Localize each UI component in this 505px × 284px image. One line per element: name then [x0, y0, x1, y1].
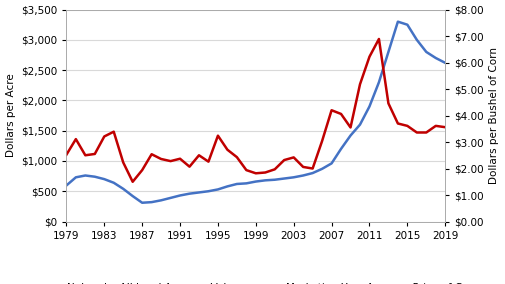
Nebraska All Land Average Value: [73, 176, 79, 179]
Nebraska All Land Average Value: [329, 162, 335, 165]
Marketing Year Average Price of Corn: [433, 124, 439, 128]
Marketing Year Average Price of Corn: [224, 148, 230, 151]
Nebraska All Land Average Value: [262, 179, 268, 182]
Line: Marketing Year Average Price of Corn: Marketing Year Average Price of Corn: [66, 39, 445, 182]
Nebraska All Land Average Value: [319, 167, 325, 170]
Nebraska All Land Average Value: [272, 178, 278, 181]
Nebraska All Land Average Value: [423, 50, 429, 54]
Marketing Year Average Price of Corn: [158, 157, 164, 161]
Marketing Year Average Price of Corn: [139, 168, 145, 172]
Marketing Year Average Price of Corn: [405, 124, 411, 128]
Nebraska All Land Average Value: [82, 174, 88, 177]
Marketing Year Average Price of Corn: [272, 168, 278, 171]
Marketing Year Average Price of Corn: [101, 135, 107, 138]
Nebraska All Land Average Value: [206, 189, 212, 193]
Marketing Year Average Price of Corn: [414, 131, 420, 134]
Legend: Nebraska All Land Average Value, Marketing Year Average Price of Corn: Nebraska All Land Average Value, Marketi…: [28, 278, 484, 284]
Nebraska All Land Average Value: [357, 123, 363, 126]
Marketing Year Average Price of Corn: [243, 168, 249, 172]
Marketing Year Average Price of Corn: [82, 154, 88, 157]
Y-axis label: Dollars per Bushel of Corn: Dollars per Bushel of Corn: [489, 47, 499, 184]
Nebraska All Land Average Value: [120, 187, 126, 191]
Nebraska All Land Average Value: [139, 201, 145, 204]
Marketing Year Average Price of Corn: [234, 155, 240, 159]
Marketing Year Average Price of Corn: [63, 153, 69, 156]
Marketing Year Average Price of Corn: [300, 165, 306, 169]
Nebraska All Land Average Value: [177, 194, 183, 197]
Nebraska All Land Average Value: [243, 182, 249, 185]
Line: Nebraska All Land Average Value: Nebraska All Land Average Value: [66, 22, 445, 203]
Marketing Year Average Price of Corn: [92, 152, 98, 156]
Nebraska All Land Average Value: [347, 134, 354, 137]
Marketing Year Average Price of Corn: [423, 131, 429, 134]
Nebraska All Land Average Value: [186, 192, 192, 195]
Nebraska All Land Average Value: [158, 199, 164, 202]
Nebraska All Land Average Value: [215, 188, 221, 191]
Nebraska All Land Average Value: [376, 81, 382, 84]
Nebraska All Land Average Value: [148, 201, 155, 204]
Nebraska All Land Average Value: [92, 175, 98, 178]
Nebraska All Land Average Value: [395, 20, 401, 23]
Marketing Year Average Price of Corn: [168, 159, 174, 163]
Nebraska All Land Average Value: [130, 194, 136, 198]
Marketing Year Average Price of Corn: [177, 157, 183, 160]
Marketing Year Average Price of Corn: [73, 137, 79, 141]
Marketing Year Average Price of Corn: [196, 154, 202, 157]
Marketing Year Average Price of Corn: [262, 171, 268, 174]
Marketing Year Average Price of Corn: [347, 126, 354, 129]
Nebraska All Land Average Value: [385, 50, 391, 54]
Nebraska All Land Average Value: [442, 61, 448, 64]
Nebraska All Land Average Value: [111, 181, 117, 185]
Nebraska All Land Average Value: [300, 174, 306, 177]
Nebraska All Land Average Value: [338, 147, 344, 151]
Nebraska All Land Average Value: [234, 182, 240, 186]
Nebraska All Land Average Value: [281, 177, 287, 180]
Marketing Year Average Price of Corn: [281, 158, 287, 162]
Marketing Year Average Price of Corn: [357, 83, 363, 86]
Marketing Year Average Price of Corn: [111, 130, 117, 133]
Marketing Year Average Price of Corn: [329, 108, 335, 112]
Marketing Year Average Price of Corn: [338, 112, 344, 116]
Marketing Year Average Price of Corn: [186, 165, 192, 168]
Nebraska All Land Average Value: [414, 38, 420, 41]
Marketing Year Average Price of Corn: [120, 161, 126, 164]
Marketing Year Average Price of Corn: [291, 156, 297, 159]
Marketing Year Average Price of Corn: [253, 172, 259, 175]
Marketing Year Average Price of Corn: [442, 126, 448, 129]
Nebraska All Land Average Value: [101, 178, 107, 181]
Nebraska All Land Average Value: [168, 196, 174, 200]
Marketing Year Average Price of Corn: [367, 55, 373, 59]
Nebraska All Land Average Value: [405, 23, 411, 26]
Marketing Year Average Price of Corn: [310, 167, 316, 170]
Nebraska All Land Average Value: [433, 56, 439, 60]
Nebraska All Land Average Value: [310, 171, 316, 175]
Marketing Year Average Price of Corn: [130, 180, 136, 183]
Nebraska All Land Average Value: [63, 184, 69, 187]
Nebraska All Land Average Value: [196, 191, 202, 194]
Marketing Year Average Price of Corn: [376, 37, 382, 41]
Marketing Year Average Price of Corn: [148, 153, 155, 156]
Nebraska All Land Average Value: [367, 105, 373, 108]
Marketing Year Average Price of Corn: [215, 134, 221, 137]
Nebraska All Land Average Value: [253, 180, 259, 183]
Marketing Year Average Price of Corn: [395, 122, 401, 125]
Marketing Year Average Price of Corn: [385, 102, 391, 105]
Marketing Year Average Price of Corn: [206, 160, 212, 163]
Marketing Year Average Price of Corn: [319, 139, 325, 143]
Nebraska All Land Average Value: [224, 185, 230, 188]
Nebraska All Land Average Value: [291, 176, 297, 179]
Y-axis label: Dollars per Acre: Dollars per Acre: [6, 74, 16, 157]
